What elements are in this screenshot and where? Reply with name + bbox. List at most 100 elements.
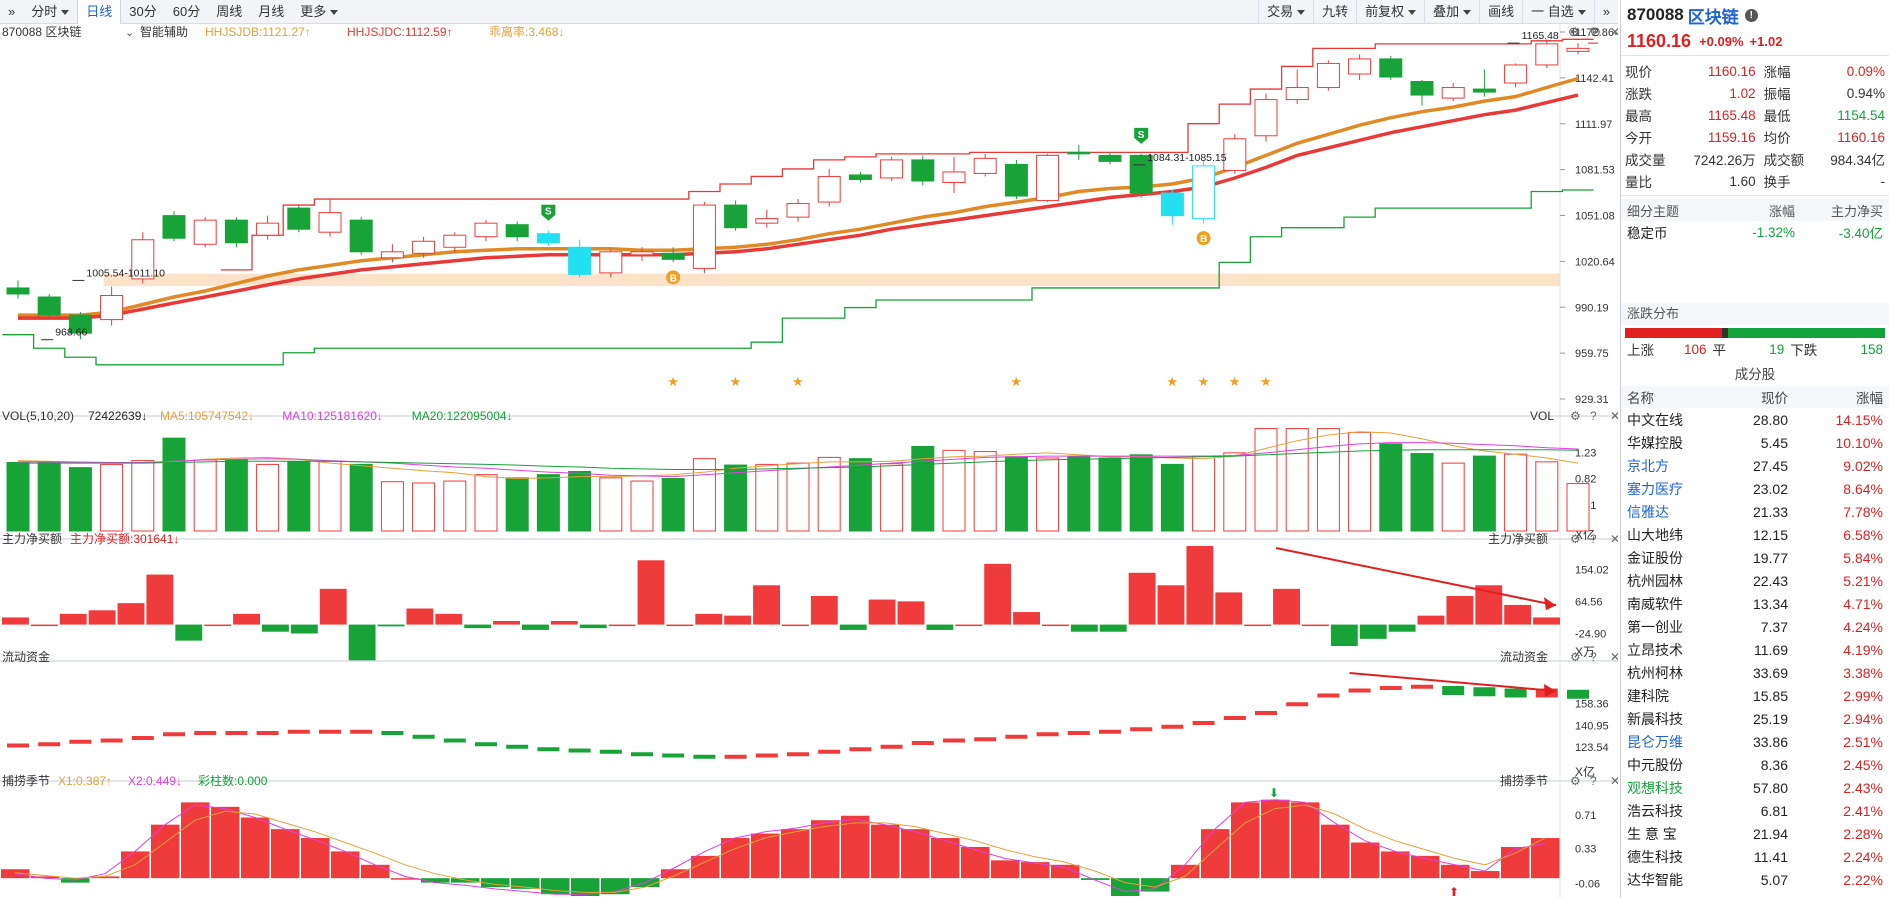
close-icon[interactable]: ✕ (1610, 650, 1618, 664)
constituent-row[interactable]: 南威软件 13.34 4.71% (1621, 592, 1889, 615)
liquid-label: 流动资金 (2, 649, 50, 664)
constituent-row[interactable]: 杭州园林 22.43 5.21% (1621, 569, 1889, 592)
help-icon[interactable]: ? (1590, 774, 1597, 788)
constituent-row[interactable]: 达华智能 5.07 2.22% (1621, 868, 1889, 891)
price-tick: 1051.08 (1575, 211, 1615, 223)
liquid-bar (287, 729, 310, 734)
symbol-label: 870088 区块链 (2, 24, 81, 39)
stock-code: 870088 (1627, 5, 1684, 24)
toolbar-button-3[interactable]: 叠加 (1424, 0, 1479, 24)
constituent-row[interactable]: 浩云科技 6.81 2.41% (1621, 799, 1889, 822)
gear-icon[interactable]: ⚙ (1570, 650, 1581, 664)
flow-label: 主力净买额 (2, 532, 62, 546)
candle-body (911, 159, 935, 182)
constituent-row[interactable]: 生 意 宝 21.94 2.28% (1621, 822, 1889, 845)
flow-bar (724, 615, 752, 625)
kline-chart[interactable]: 870088 区块链 ⌄ 智能辅助 HHJSJDB:1121.27↑ HHJSJDC:1… (0, 24, 1618, 898)
constituent-row[interactable]: 中元股份 8.36 2.45% (1621, 753, 1889, 776)
scroll-left-icon[interactable]: ← (1612, 24, 1618, 39)
flow-bar (1099, 624, 1127, 632)
constituent-name: 南威软件 (1627, 595, 1683, 612)
close-icon[interactable]: ✕ (1610, 532, 1618, 546)
constituent-price: 22.43 (1752, 572, 1788, 589)
stock-name[interactable]: 区块链 (1687, 7, 1739, 27)
constituent-row[interactable]: 第一创业 7.37 4.24% (1621, 615, 1889, 638)
season-right-label: 捕捞季节 (1500, 773, 1548, 788)
constituent-row[interactable]: 塞力医疗 23.02 8.64% (1621, 477, 1889, 500)
constituent-row[interactable]: 新晨科技 25.19 2.94% (1621, 707, 1889, 730)
period-tab-2[interactable]: 30分 (129, 3, 157, 19)
price-tick: 959.75 (1575, 348, 1609, 360)
toolbar-button-4[interactable]: 画线 (1479, 0, 1522, 24)
flow-bar (1215, 592, 1243, 625)
constituent-price: 8.36 (1760, 756, 1788, 773)
season-bar (841, 815, 870, 879)
season-tick: 0.71 (1575, 810, 1596, 822)
season-bar (1231, 802, 1260, 879)
constituent-row[interactable]: 金证股份 19.77 5.84% (1621, 546, 1889, 569)
period-tab-5[interactable]: 月线 (258, 3, 285, 19)
toolbar-button-0[interactable]: 交易 (1258, 0, 1313, 24)
buy-signal-text: B (1200, 234, 1207, 245)
gear-icon[interactable]: ⚙ (1570, 25, 1581, 39)
help-icon[interactable]: ? (1590, 650, 1597, 664)
season-bar (1021, 862, 1050, 879)
toolbar-button-5[interactable]: 一 自选 (1522, 0, 1594, 24)
constituent-row[interactable]: 立昂技术 11.69 4.19% (1621, 638, 1889, 661)
period-tab-6[interactable]: 更多 (292, 0, 346, 24)
period-tab-0[interactable]: 分时 (23, 0, 77, 24)
liquid-tick: 123.54 (1575, 742, 1609, 754)
vol-ma20-line (18, 449, 1579, 470)
constituent-row[interactable]: 德生科技 11.41 2.24% (1621, 845, 1889, 868)
constituent-row[interactable]: 昆仑万维 33.86 2.51% (1621, 730, 1889, 753)
toolbar-button-2[interactable]: 前复权 (1356, 0, 1424, 24)
candle-body (661, 252, 685, 260)
vol-bar (942, 449, 966, 532)
constituent-row[interactable]: 华媒控股 5.45 10.10% (1621, 431, 1889, 454)
vol-bar (1254, 428, 1278, 532)
price-tick: 1111.97 (1575, 119, 1612, 131)
zoom-out-icon[interactable]: ⊖ (1590, 24, 1601, 39)
candle-body (973, 157, 997, 174)
toolbar-button-1[interactable]: 九转 (1313, 0, 1356, 24)
help-icon[interactable]: ? (1590, 25, 1597, 39)
constituent-change: 14.15% (1835, 411, 1883, 428)
legend-item: HHJSJDC:1112.59↑ (347, 25, 453, 39)
help-icon[interactable]: ? (1590, 532, 1597, 546)
period-tab-3[interactable]: 60分 (172, 3, 201, 19)
constituent-row[interactable]: 山大地纬 12.15 6.58% (1621, 523, 1889, 546)
period-tab-1[interactable]: 日线 (77, 0, 122, 24)
constituent-row[interactable]: 建科院 15.85 2.99% (1621, 684, 1889, 707)
vol-bar (1036, 457, 1060, 532)
gear-icon[interactable]: ⚙ (1570, 774, 1581, 788)
gear-icon[interactable]: ⚙ (1570, 532, 1581, 546)
candle-body (568, 246, 592, 275)
quote-value: 1159.16 (1707, 129, 1756, 145)
candle-body (880, 159, 904, 179)
close-icon[interactable]: ✕ (1610, 25, 1618, 39)
constituent-row[interactable]: 京北方 27.45 9.02% (1621, 454, 1889, 477)
buy-signal-icon (1196, 231, 1211, 246)
constituent-change: 3.38% (1843, 664, 1883, 681)
close-icon[interactable]: ✕ (1610, 774, 1618, 788)
collapse-left-icon[interactable]: » (8, 3, 16, 19)
info-icon[interactable]: ! (1744, 8, 1758, 22)
flow-bar (1244, 624, 1272, 627)
help-icon[interactable]: ? (1590, 409, 1597, 423)
gear-icon[interactable]: ⚙ (1570, 409, 1581, 423)
subtheme-row[interactable]: 稳定币 -1.32% -3.40亿 (1627, 224, 1883, 242)
zoom-in-icon[interactable]: ⊕ (1568, 24, 1579, 39)
vol-bar (692, 458, 716, 532)
liquid-bar (755, 753, 778, 758)
constituent-row[interactable]: 中文在线 28.80 14.15% (1621, 408, 1889, 431)
period-tab-4[interactable]: 周线 (216, 3, 243, 19)
liquid-bar (1286, 702, 1309, 707)
collapse-right-icon[interactable]: » (1593, 0, 1618, 24)
constituent-row[interactable]: 观想科技 57.80 2.43% (1621, 776, 1889, 799)
liquid-bar (163, 732, 185, 737)
candle-body (100, 294, 124, 321)
star-icon: ★ (1198, 374, 1210, 389)
constituent-row[interactable]: 杭州柯林 33.69 3.38% (1621, 661, 1889, 684)
close-icon[interactable]: ✕ (1610, 409, 1618, 423)
constituent-row[interactable]: 信雅达 21.33 7.78% (1621, 500, 1889, 523)
